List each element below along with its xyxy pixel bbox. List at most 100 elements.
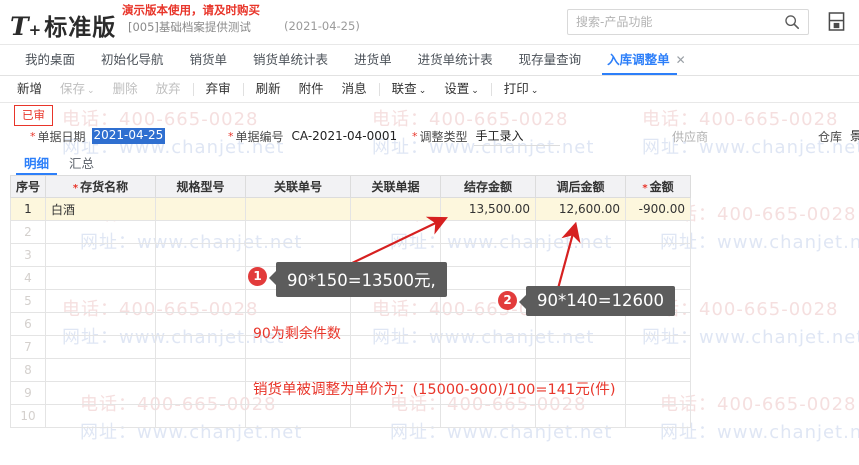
cell-存货名称[interactable]: [45, 335, 156, 359]
toolbar-button-9[interactable]: 设置 ⌄: [435, 76, 488, 102]
cell-关联单据[interactable]: [350, 335, 441, 359]
cell-存货名称[interactable]: [45, 312, 156, 336]
cell-结存金额[interactable]: [440, 358, 536, 382]
cell-规格型号[interactable]: [155, 243, 246, 267]
cell-规格型号[interactable]: [155, 197, 246, 221]
cell-关联单据[interactable]: [350, 289, 441, 313]
cell-存货名称[interactable]: [45, 381, 156, 405]
table-row[interactable]: 1 白酒 13,500.00 12,600.00 -900.00: [10, 197, 691, 221]
cell-结存金额[interactable]: [440, 404, 536, 428]
cell-关联单号[interactable]: [245, 335, 351, 359]
table-row[interactable]: 4: [10, 266, 691, 290]
cell-金额[interactable]: [625, 335, 691, 359]
cell-规格型号[interactable]: [155, 220, 246, 244]
document-date-value[interactable]: 2021-04-25: [91, 128, 166, 144]
toolbar-button-7[interactable]: 消息: [333, 76, 376, 102]
module-tab-4[interactable]: 进货单: [341, 45, 405, 75]
cell-关联单据[interactable]: [350, 266, 441, 290]
cell-规格型号[interactable]: [155, 358, 246, 382]
table-row[interactable]: 5: [10, 289, 691, 313]
cell-关联单号[interactable]: [245, 289, 351, 313]
table-row[interactable]: 6: [10, 312, 691, 336]
table-row[interactable]: 7: [10, 335, 691, 359]
module-tab-1[interactable]: 初始化导航: [88, 45, 177, 75]
cell-结存金额[interactable]: [440, 220, 536, 244]
table-row[interactable]: 2: [10, 220, 691, 244]
cell-规格型号[interactable]: [155, 289, 246, 313]
cell-关联单据[interactable]: [350, 381, 441, 405]
cell-关联单号[interactable]: [245, 358, 351, 382]
search-input[interactable]: [576, 10, 771, 34]
cell-存货名称[interactable]: [45, 220, 156, 244]
adjust-type-value[interactable]: 手工录入: [473, 127, 560, 146]
warehouse-value[interactable]: 景: [850, 129, 859, 143]
field-supplier[interactable]: 供应商: [672, 125, 714, 147]
cell-规格型号[interactable]: [155, 266, 246, 290]
module-tab-0[interactable]: 我的桌面: [12, 45, 88, 75]
cell-调后金额[interactable]: [535, 404, 626, 428]
cell-结存金额[interactable]: [440, 243, 536, 267]
cell-调后金额[interactable]: [535, 266, 626, 290]
module-tab-7[interactable]: 入库调整单 ✕: [594, 45, 699, 75]
module-tab-6[interactable]: 现存量查询: [506, 45, 595, 75]
table-row[interactable]: 8: [10, 358, 691, 382]
cell-调后金额[interactable]: [535, 335, 626, 359]
table-row[interactable]: 10: [10, 404, 691, 428]
cell-调后金额[interactable]: [535, 289, 626, 313]
sub-tab-0[interactable]: 明细: [14, 153, 59, 175]
cell-关联单据[interactable]: [350, 404, 441, 428]
module-tab-3[interactable]: 销货单统计表: [240, 45, 341, 75]
cell-关联单据[interactable]: [350, 220, 441, 244]
toolbar-button-4[interactable]: 弃审: [197, 76, 240, 102]
cell-关联单号[interactable]: [245, 404, 351, 428]
cell-调后金额[interactable]: [535, 381, 626, 405]
field-document-date[interactable]: * 单据日期 2021-04-25: [30, 125, 166, 147]
cell-关联单号[interactable]: [245, 220, 351, 244]
toolbar-button-8[interactable]: 联查 ⌄: [383, 76, 436, 102]
column-header-2[interactable]: 规格型号: [155, 175, 246, 198]
cell-调后金额[interactable]: [535, 220, 626, 244]
cell-规格型号[interactable]: [155, 404, 246, 428]
cell-关联单据[interactable]: [350, 243, 441, 267]
cell-结存金额[interactable]: [440, 266, 536, 290]
column-header-5[interactable]: 结存金额: [440, 175, 536, 198]
cell-存货名称[interactable]: [45, 358, 156, 382]
cell-金额[interactable]: [625, 312, 691, 336]
cell-金额[interactable]: -900.00: [625, 197, 691, 221]
column-header-1[interactable]: * 存货名称: [45, 175, 156, 198]
toolbar-button-10[interactable]: 打印 ⌄: [495, 76, 548, 102]
cell-关联单号[interactable]: [245, 197, 351, 221]
cell-金额[interactable]: [625, 381, 691, 405]
cell-存货名称[interactable]: 白酒: [45, 197, 156, 221]
cell-存货名称[interactable]: [45, 243, 156, 267]
cell-存货名称[interactable]: [45, 266, 156, 290]
cell-结存金额[interactable]: [440, 289, 536, 313]
cell-金额[interactable]: [625, 266, 691, 290]
column-header-6[interactable]: 调后金额: [535, 175, 626, 198]
field-document-no[interactable]: * 单据编号 CA-2021-04-0001: [228, 125, 399, 147]
cell-调后金额[interactable]: [535, 358, 626, 382]
cell-金额[interactable]: [625, 220, 691, 244]
cell-结存金额[interactable]: 13,500.00: [440, 197, 536, 221]
cell-金额[interactable]: [625, 243, 691, 267]
column-header-0[interactable]: 序号: [10, 175, 46, 198]
cell-关联单据[interactable]: [350, 197, 441, 221]
cell-结存金额[interactable]: [440, 335, 536, 359]
cell-金额[interactable]: [625, 358, 691, 382]
cell-规格型号[interactable]: [155, 335, 246, 359]
cell-关联单据[interactable]: [350, 358, 441, 382]
cell-调后金额[interactable]: [535, 312, 626, 336]
cell-结存金额[interactable]: [440, 381, 536, 405]
cell-结存金额[interactable]: [440, 312, 536, 336]
table-row[interactable]: 3: [10, 243, 691, 267]
save-disk-icon[interactable]: [828, 12, 845, 31]
search-icon[interactable]: [784, 14, 800, 30]
column-header-7[interactable]: * 金额: [625, 175, 691, 198]
cell-金额[interactable]: [625, 289, 691, 313]
cell-关联单号[interactable]: [245, 243, 351, 267]
table-row[interactable]: 9: [10, 381, 691, 405]
cell-存货名称[interactable]: [45, 404, 156, 428]
column-header-4[interactable]: 关联单据: [350, 175, 441, 198]
cell-关联单据[interactable]: [350, 312, 441, 336]
field-warehouse[interactable]: 仓库 景: [818, 125, 859, 147]
